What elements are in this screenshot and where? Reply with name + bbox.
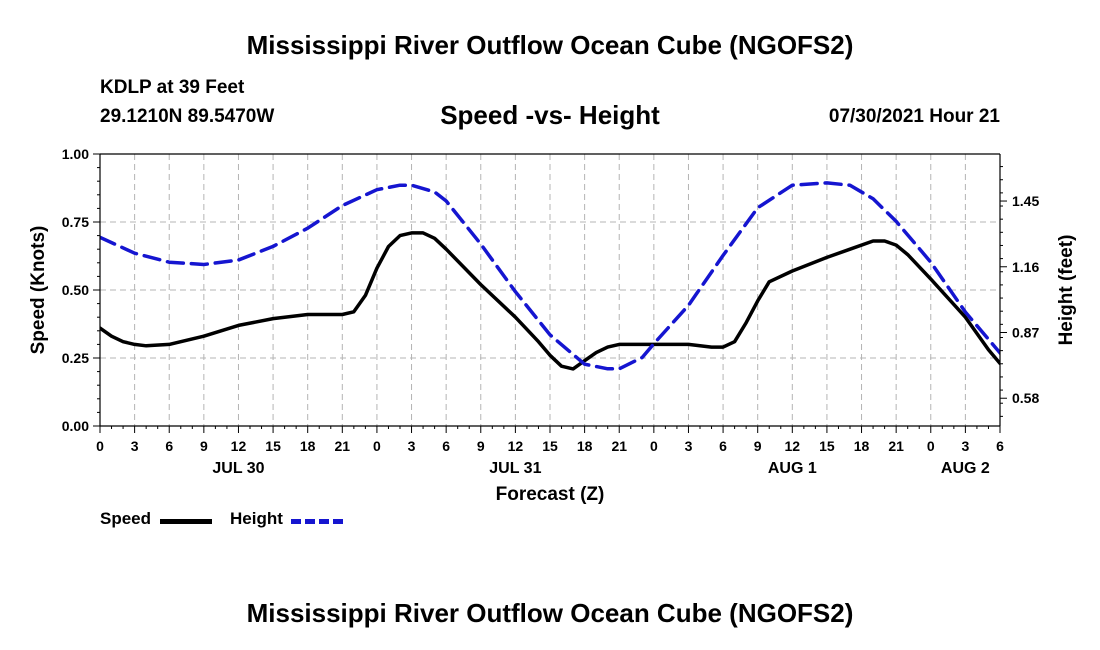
y2-axis-title: Height (feet) — [1056, 235, 1077, 346]
series-group — [100, 181, 1000, 371]
y-axis-title: Speed (Knots) — [28, 226, 49, 355]
x-tick-label: 9 — [477, 438, 485, 454]
y-tick-label: 1.00 — [62, 146, 89, 162]
x-tick-label: 15 — [542, 438, 558, 454]
x-tick-label: 6 — [719, 438, 727, 454]
chart-title: Mississippi River Outflow Ocean Cube (NG… — [246, 30, 854, 60]
x-tick-label: 18 — [300, 438, 316, 454]
forecast-datetime: 07/30/2021 Hour 21 — [828, 106, 1000, 127]
x-tick-label: 0 — [927, 438, 935, 454]
x-axis-title: Forecast (Z) — [496, 484, 605, 505]
coordinates-label: 29.1210N 89.5470W — [100, 106, 275, 127]
x-tick-label: 3 — [685, 438, 693, 454]
x-tick-label: 21 — [888, 438, 904, 454]
x-tick-label: 12 — [231, 438, 247, 454]
chart-subtitle: Speed -vs- Height — [440, 100, 660, 130]
x-tick-label: 18 — [577, 438, 593, 454]
speed-line — [100, 231, 1000, 371]
x-tick-label: 3 — [131, 438, 139, 454]
x-tick-label: 21 — [335, 438, 351, 454]
legend-speed-label: Speed — [100, 509, 152, 528]
x-tick-label: 18 — [854, 438, 870, 454]
axes — [93, 153, 1007, 433]
date-label: AUG 1 — [768, 460, 817, 477]
x-tick-label: 6 — [996, 438, 1004, 454]
x-tick-label: 9 — [754, 438, 762, 454]
date-label: JUL 31 — [489, 460, 541, 477]
footer-title: Mississippi River Outflow Ocean Cube (NG… — [246, 598, 854, 628]
x-tick-label: 0 — [96, 438, 104, 454]
x-tick-label: 3 — [408, 438, 416, 454]
height-line — [100, 181, 1000, 371]
station-label: KDLP at 39 Feet — [100, 77, 245, 98]
y-tick-label: 0.25 — [62, 350, 89, 366]
x-tick-label: 0 — [650, 438, 658, 454]
x-tick-label: 12 — [785, 438, 801, 454]
x-tick-label: 15 — [265, 438, 281, 454]
legend-height-label: Height — [230, 509, 283, 528]
y2-tick-label: 1.16 — [1012, 259, 1039, 275]
legend-speed-swatch — [160, 519, 212, 524]
axis-labels: 0 3 6 9 12 15 18 21 0 3 6 9 12 15 18 21 0 3 6 9 12 15 18 21 0 3 6 0… — [28, 146, 1077, 505]
legend-height-swatch — [291, 519, 343, 524]
x-tick-label: 21 — [611, 438, 627, 454]
y2-tick-label: 1.45 — [1012, 193, 1039, 209]
x-tick-label: 6 — [442, 438, 450, 454]
y2-tick-label: 0.58 — [1012, 390, 1039, 406]
x-tick-label: 0 — [373, 438, 381, 454]
y-tick-label: 0.75 — [62, 214, 89, 230]
x-tick-label: 6 — [165, 438, 173, 454]
x-tick-label: 9 — [200, 438, 208, 454]
x-tick-label: 15 — [819, 438, 835, 454]
x-tick-label: 12 — [508, 438, 524, 454]
x-tick-label: 3 — [961, 438, 969, 454]
grid — [100, 154, 1000, 426]
date-label: AUG 2 — [941, 460, 990, 477]
y-tick-label: 0.00 — [62, 418, 89, 434]
y2-tick-label: 0.87 — [1012, 325, 1039, 341]
date-label: JUL 30 — [212, 460, 264, 477]
y-tick-label: 0.50 — [62, 282, 89, 298]
